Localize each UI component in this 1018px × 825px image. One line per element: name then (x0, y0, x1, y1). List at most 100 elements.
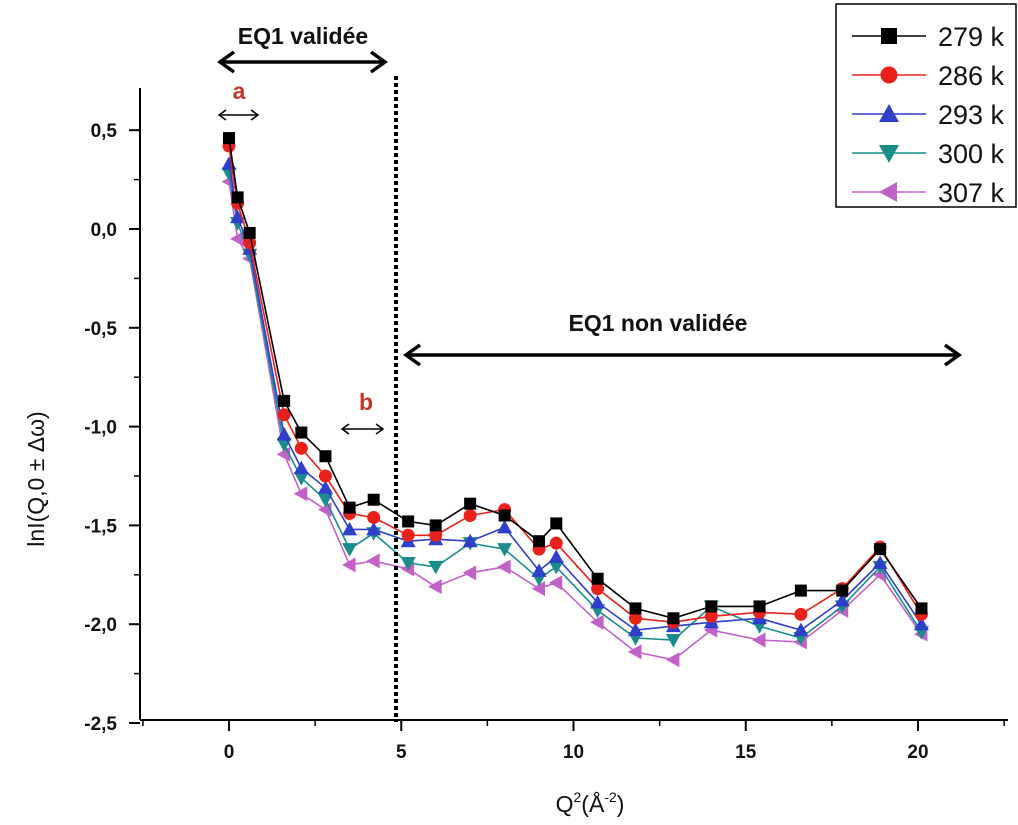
data-point (872, 555, 888, 569)
data-point (293, 471, 309, 486)
data-point (295, 426, 308, 439)
legend-marker (879, 104, 899, 122)
data-point (462, 565, 477, 581)
data-point (497, 543, 513, 557)
data-point (629, 611, 643, 625)
region-not-validated-arrow (402, 343, 963, 367)
x-tick-label: 20 (907, 742, 928, 763)
y-tick-label: 0,5 (91, 121, 118, 142)
data-point (665, 652, 680, 668)
y-tick-label: 0,0 (91, 220, 117, 241)
y-axis-title: lnI(Q,0 ± Δω) (23, 411, 49, 546)
data-point (549, 536, 563, 550)
data-point (230, 231, 244, 247)
data-point (342, 557, 356, 573)
data-point (278, 394, 291, 407)
data-point (400, 556, 416, 571)
data-point (223, 132, 235, 145)
data-point (367, 493, 380, 506)
data-point (231, 191, 244, 204)
region-validated-label: EQ1 validée (238, 23, 368, 49)
data-point (753, 600, 766, 613)
data-point (366, 521, 382, 536)
data-point (548, 549, 564, 564)
legend-label: 279 k (938, 22, 1005, 52)
series-line (228, 181, 923, 661)
data-point (836, 584, 849, 597)
data-point (794, 607, 808, 621)
data-point (497, 559, 511, 575)
legend-label: 286 k (938, 61, 1005, 91)
data-point (550, 517, 563, 530)
data-point (342, 521, 358, 536)
data-point (591, 572, 604, 585)
data-point (752, 632, 766, 648)
legend-marker (879, 182, 897, 202)
legend-label: 293 k (938, 100, 1005, 130)
annotations: EQ1 validée EQ1 non validée a b (216, 23, 963, 722)
legend-marker (879, 145, 899, 163)
x-axis-title: Q2(Å-2) (556, 789, 625, 817)
data-point (317, 493, 333, 508)
data-point (463, 509, 477, 523)
data-point (590, 594, 606, 609)
data-point (497, 519, 513, 534)
data-point (874, 543, 887, 556)
legend-box (835, 3, 1017, 208)
data-point (548, 575, 563, 591)
data-point (276, 427, 292, 441)
series-line (228, 163, 923, 631)
data-point (794, 584, 807, 597)
marker-a-label: a (233, 78, 246, 104)
data-point (293, 486, 308, 502)
data-point (366, 553, 380, 569)
data-point (402, 515, 415, 528)
series-line (228, 173, 923, 641)
data-point (401, 528, 415, 542)
series-line (228, 137, 923, 620)
data-point (293, 460, 309, 475)
data-point (342, 543, 358, 557)
region-not-validated-label: EQ1 non validée (569, 310, 748, 336)
marker-b-label: b (359, 389, 373, 415)
data-point (629, 602, 642, 615)
data-point (243, 226, 256, 239)
data-point (277, 408, 291, 422)
data-point (531, 563, 547, 577)
data-point (793, 622, 809, 637)
data-point (705, 600, 718, 613)
x-tick-label: 0 (224, 742, 235, 763)
data-point (428, 579, 442, 595)
data-point (318, 469, 332, 483)
data-point (913, 616, 929, 631)
data-point (533, 535, 546, 548)
data-point (221, 156, 237, 170)
data-point (498, 509, 511, 522)
data-point (834, 592, 850, 607)
series-group (222, 139, 928, 629)
data-point (704, 609, 718, 623)
marker-a-arrow (217, 109, 260, 121)
data-point (665, 634, 681, 648)
y-tick-label: -0,5 (84, 319, 117, 340)
series-line (228, 145, 923, 624)
legend-marker (881, 28, 897, 44)
data-point (294, 441, 308, 455)
data-point (367, 510, 381, 524)
data-point (462, 533, 478, 548)
x-tick-label: 5 (396, 742, 407, 763)
data-point (343, 501, 356, 514)
series-layer (221, 132, 929, 668)
legend-items: 279 k 286 k 293 k 300 k 307 k (852, 22, 1005, 208)
region-validated-arrow (216, 50, 389, 74)
data-point (591, 582, 605, 596)
legend-label: 307 k (938, 178, 1005, 208)
data-point (628, 622, 644, 637)
legend: 279 k 286 k 293 k 300 k 307 k (835, 3, 1017, 208)
y-tick-label: -2,0 (84, 615, 117, 636)
data-point (915, 602, 928, 615)
y-tick-label: -1,5 (84, 516, 117, 537)
data-point (667, 612, 680, 625)
data-point (464, 497, 477, 510)
data-point (531, 581, 546, 597)
